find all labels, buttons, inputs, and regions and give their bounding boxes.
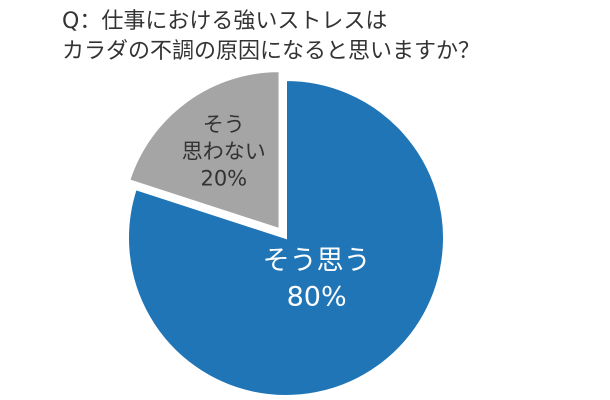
- value-label: 20%: [200, 166, 247, 190]
- slice-label: そう: [203, 112, 245, 136]
- value-label: 80%: [287, 282, 347, 313]
- slice-label: そう思う: [263, 246, 371, 277]
- pie-slice: [127, 78, 445, 397]
- slice-label: 思わない: [182, 139, 266, 163]
- pie-slice: [128, 70, 281, 231]
- chart-title: Q：仕事における強いストレスは: [62, 9, 387, 34]
- chart-title: カラダの不調の原因になると思いますか？: [62, 39, 480, 64]
